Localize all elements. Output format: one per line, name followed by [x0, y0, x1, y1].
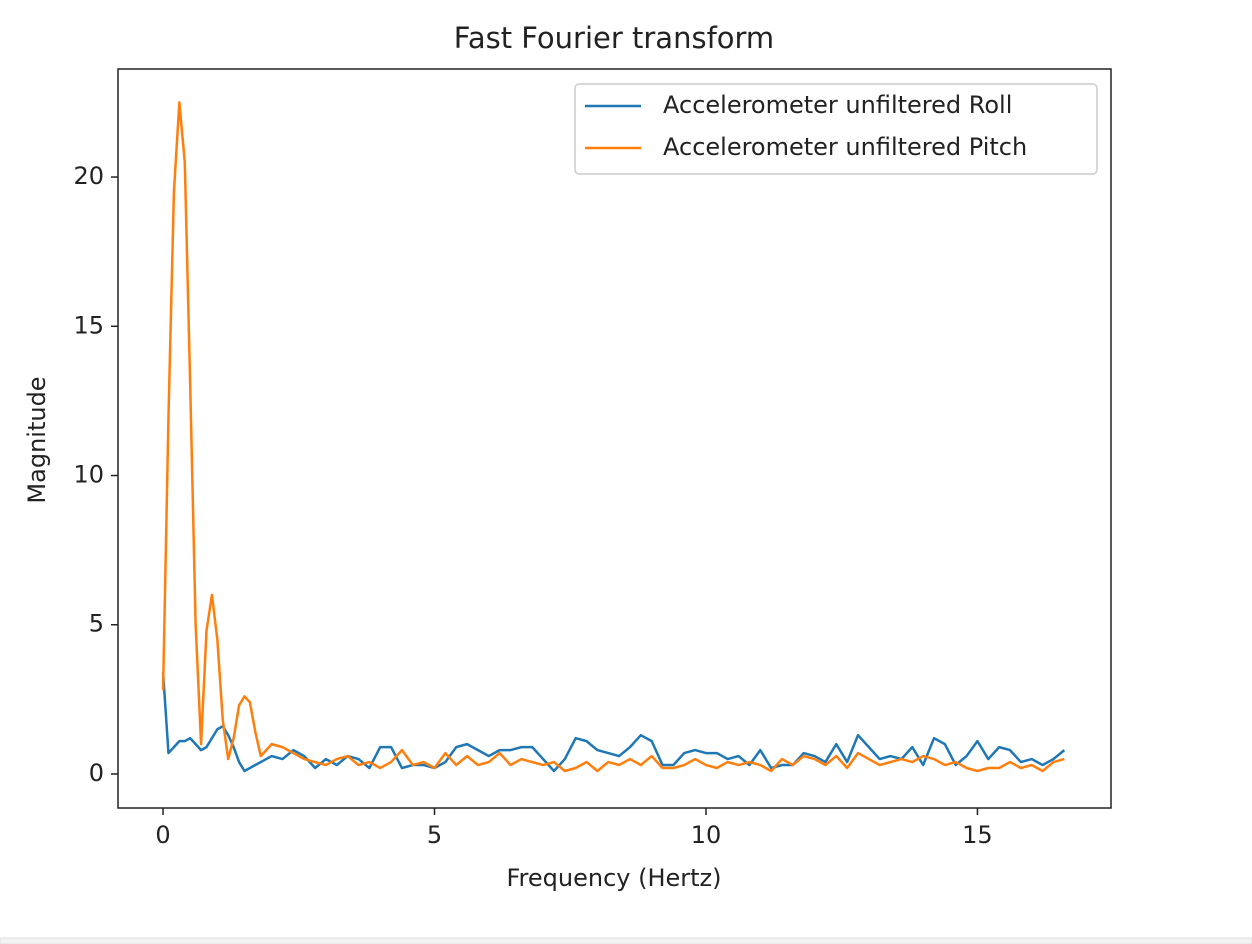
- legend-label: Accelerometer unfiltered Roll: [663, 91, 1012, 119]
- x-axis-label: Frequency (Hertz): [506, 864, 721, 892]
- x-tick-label: 5: [427, 821, 442, 849]
- chart-title: Fast Fourier transform: [454, 21, 774, 55]
- x-tick-label: 0: [155, 821, 170, 849]
- y-tick-label: 20: [73, 162, 104, 190]
- y-tick-label: 15: [73, 311, 104, 339]
- x-tick-label: 15: [962, 821, 993, 849]
- footer-bar: [0, 937, 1252, 944]
- x-tick-label: 10: [691, 821, 722, 849]
- y-tick-label: 10: [73, 461, 104, 489]
- legend-box: [574, 83, 1098, 175]
- plot-frame: [117, 68, 1112, 809]
- data-line: [161, 101, 1065, 773]
- legend-label: Accelerometer unfiltered Pitch: [663, 133, 1027, 161]
- y-tick-label: 5: [89, 610, 104, 638]
- y-axis-label: Magnitude: [23, 376, 51, 503]
- y-tick-label: 0: [89, 759, 104, 787]
